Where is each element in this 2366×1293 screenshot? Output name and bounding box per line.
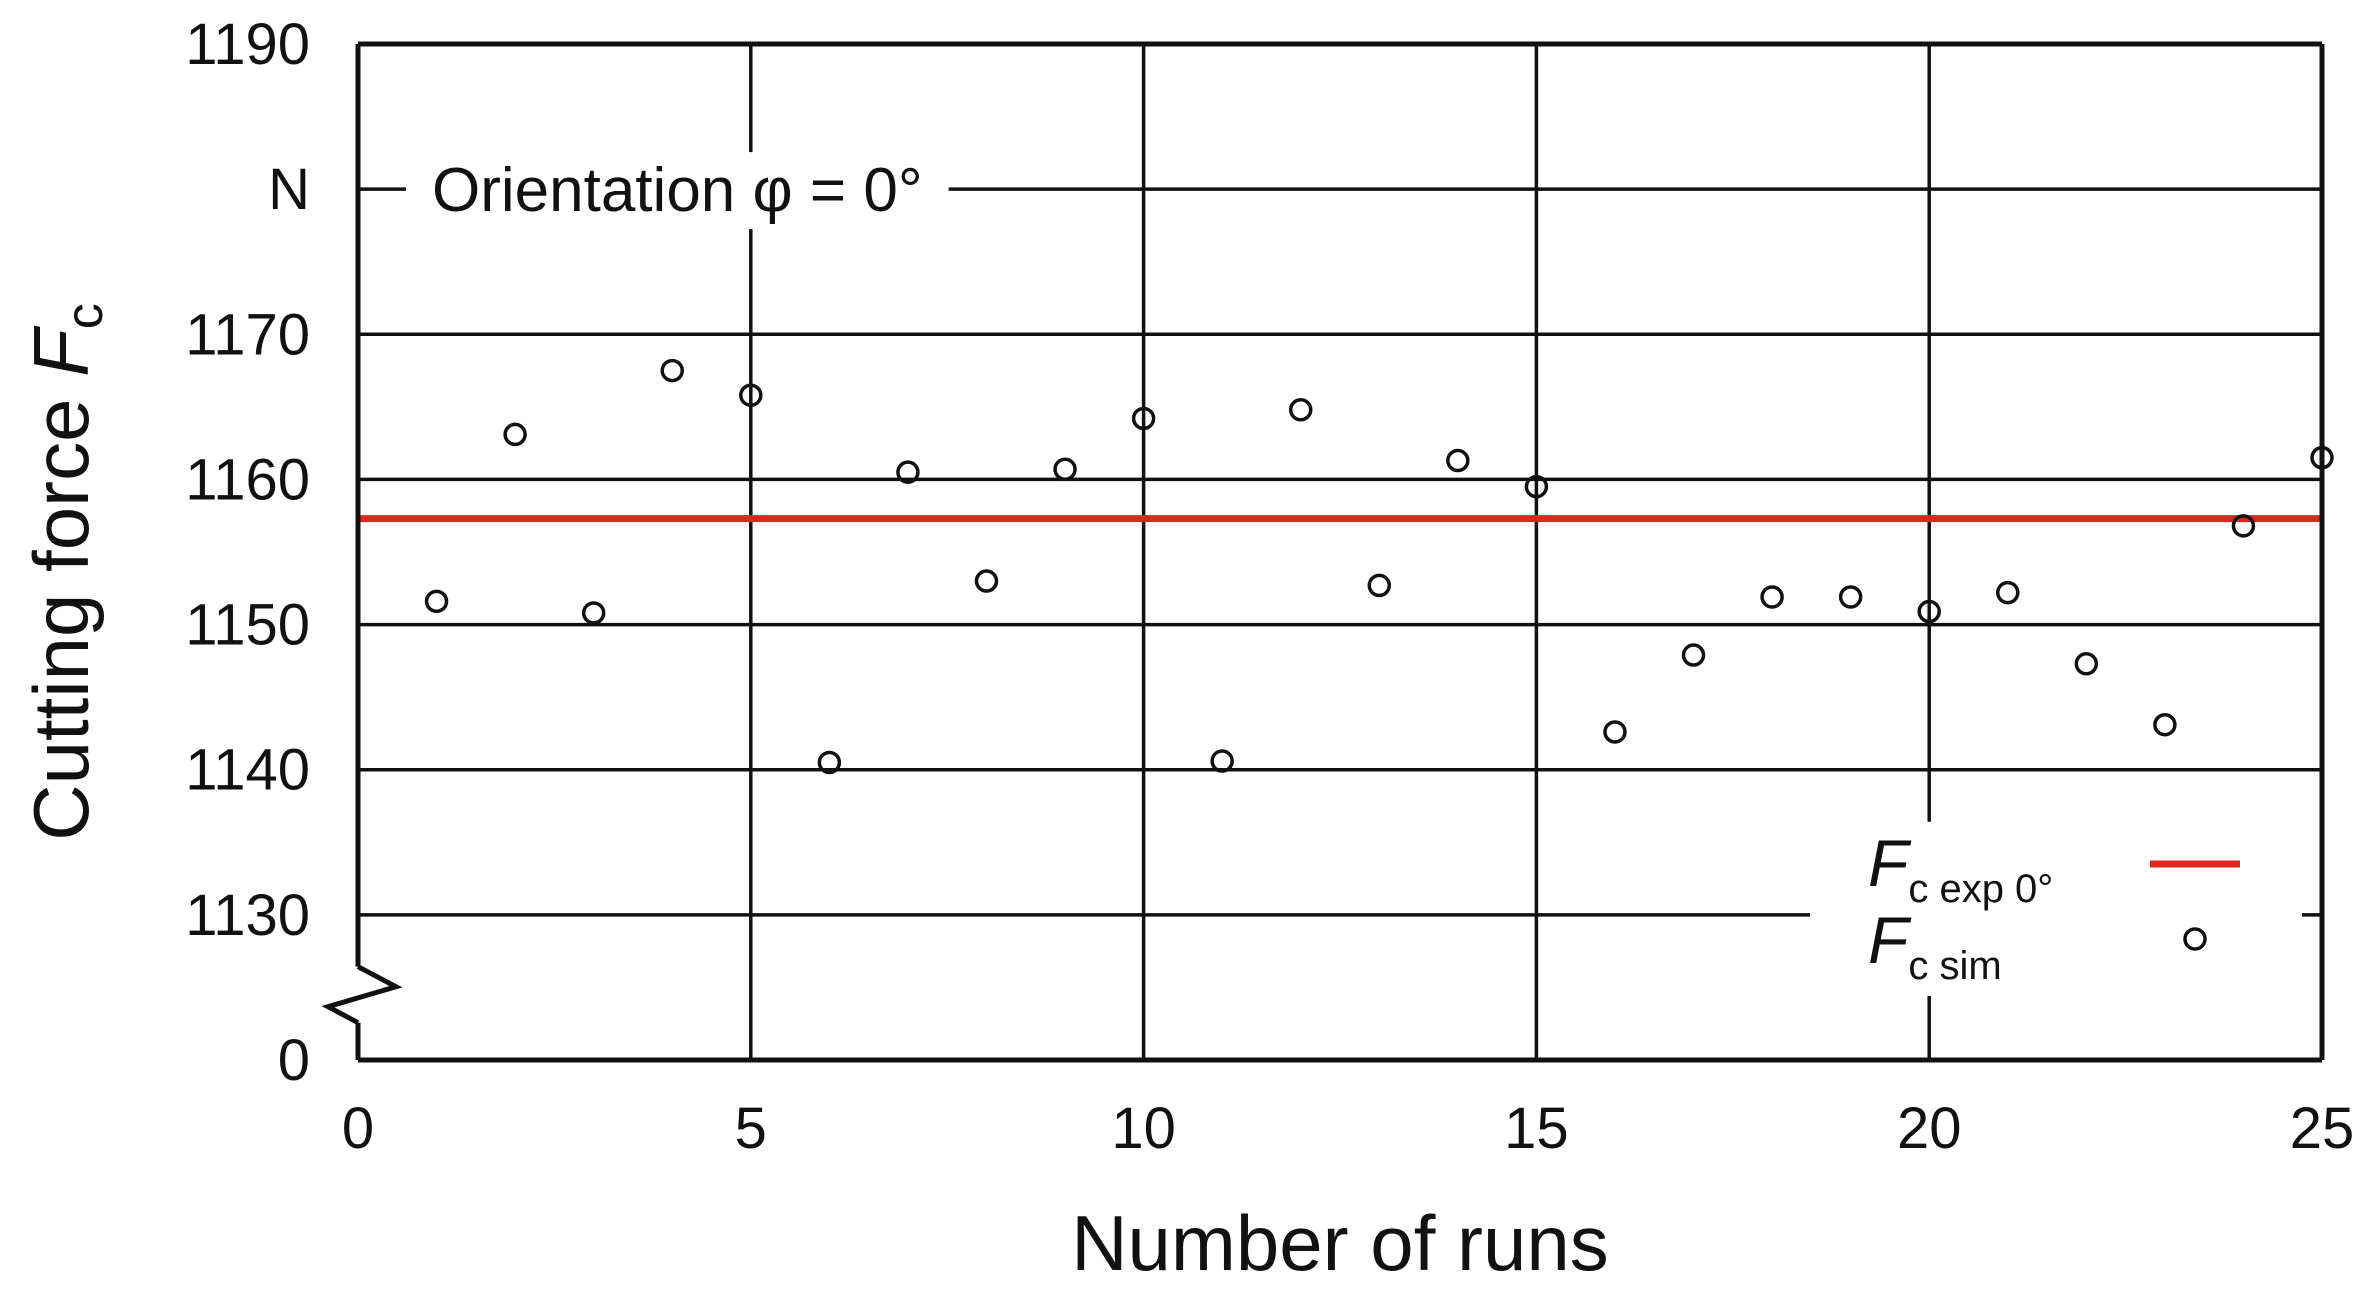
data-point-run-15 bbox=[1524, 474, 1549, 499]
x-tick-label-10: 10 bbox=[1111, 1096, 1176, 1161]
y-tick-label-1: 1130 bbox=[185, 883, 310, 948]
data-point-run-1 bbox=[424, 589, 449, 614]
data-point-run-3 bbox=[581, 601, 606, 625]
legend-sim-marker bbox=[2183, 927, 2207, 951]
legend-sim-symbol: F bbox=[1868, 903, 1912, 977]
legend-exp-symbol: F bbox=[1868, 826, 1912, 900]
y-axis-title: Cutting force Fc bbox=[17, 303, 114, 841]
data-point-run-12 bbox=[1288, 398, 1313, 422]
x-tick-label-20: 20 bbox=[1897, 1096, 1962, 1161]
legend-label-exp: Fc exp 0° bbox=[1868, 826, 2053, 911]
legend-label-sim: Fc sim bbox=[1868, 903, 2002, 988]
x-tick-label-0: 0 bbox=[342, 1096, 374, 1161]
data-point-run-6 bbox=[817, 750, 842, 775]
data-point-run-5 bbox=[739, 383, 763, 407]
data-point-run-21 bbox=[1996, 580, 2020, 605]
data-point-run-2 bbox=[503, 422, 527, 447]
data-point-run-10 bbox=[1131, 406, 1156, 431]
legend-background bbox=[1810, 821, 2302, 996]
data-point-run-19 bbox=[1838, 585, 1863, 609]
y-tick-label-7: 1190 bbox=[185, 12, 310, 77]
y-tick-label-4: 1160 bbox=[185, 447, 310, 512]
y-tick-label-0: 0 bbox=[278, 1028, 310, 1093]
data-point-run-13 bbox=[1367, 573, 1392, 598]
data-point-run-24 bbox=[2231, 514, 2256, 538]
plot-frame bbox=[321, 41, 2325, 1063]
x-tick-label-15: 15 bbox=[1504, 1096, 1569, 1161]
y-tick-label-2: 1140 bbox=[185, 738, 310, 803]
legend-exp-subscript: c exp 0° bbox=[1908, 867, 2053, 911]
data-point-run-16 bbox=[1603, 720, 1627, 744]
x-tick-label-25: 25 bbox=[2290, 1096, 2355, 1161]
data-point-run-18 bbox=[1760, 585, 1784, 609]
data-point-run-7 bbox=[896, 460, 920, 484]
data-point-run-8 bbox=[974, 569, 999, 593]
grid-lines bbox=[358, 44, 2322, 1060]
data-point-run-9 bbox=[1053, 457, 1077, 482]
x-tick-label-5: 5 bbox=[735, 1096, 767, 1161]
y-axis-title-symbol: F bbox=[17, 325, 105, 377]
data-point-run-4 bbox=[660, 358, 684, 383]
y-axis-break-mark bbox=[321, 964, 403, 1025]
data-point-run-14 bbox=[1446, 448, 1470, 473]
y-tick-label-3: 1150 bbox=[185, 593, 310, 658]
data-point-run-22 bbox=[2074, 652, 2099, 676]
series-layer bbox=[358, 358, 2334, 775]
y-axis-title-text: Cutting force bbox=[17, 377, 105, 841]
data-point-run-17 bbox=[1681, 643, 1706, 667]
y-tick-label-6: N bbox=[268, 157, 310, 222]
legend-sim-subscript: c sim bbox=[1908, 944, 2001, 988]
data-point-run-20 bbox=[1917, 599, 1941, 624]
legend: Fc exp 0° Fc sim bbox=[1810, 821, 2302, 996]
y-axis-title-subscript: c bbox=[56, 303, 114, 329]
tick-labels: 0 5 10 15 20 25 0 1130 1140 1150 1160 1170 N 1190 bbox=[185, 12, 2354, 1161]
y-tick-label-5: 1170 bbox=[185, 302, 310, 367]
data-point-run-23 bbox=[2153, 712, 2177, 737]
orientation-annotation: Orientation φ = 0° bbox=[432, 156, 923, 225]
annotation-background bbox=[406, 152, 949, 230]
data-point-run-11 bbox=[1210, 749, 1234, 773]
x-axis-title: Number of runs bbox=[1071, 1199, 1609, 1287]
